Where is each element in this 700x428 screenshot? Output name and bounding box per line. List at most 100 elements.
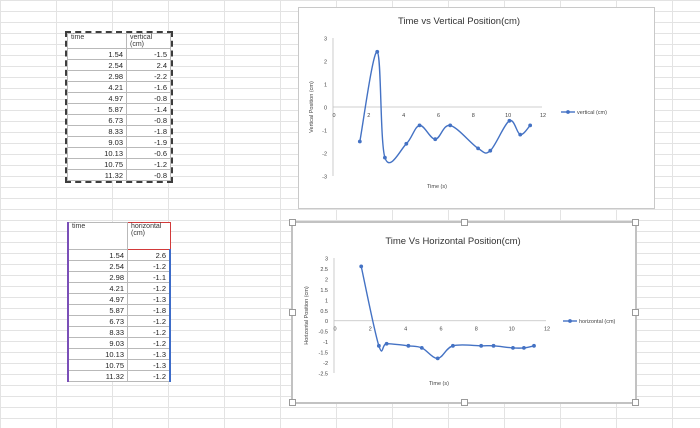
header-cell-time[interactable]: time	[67, 33, 127, 49]
x-tick-label: 2	[369, 327, 372, 333]
time-cell[interactable]: 2.54	[67, 260, 128, 272]
value-cell[interactable]: -1.2	[127, 370, 171, 382]
value-cell[interactable]: -1.3	[127, 293, 171, 305]
value-cell[interactable]: 2.6	[127, 249, 171, 261]
time-cell[interactable]: 1.54	[67, 48, 127, 60]
horizontal-data-table[interactable]: time horizontal (cm) 1.54 2.6 2.54 -1.2 2.98…	[67, 222, 171, 382]
vertical-chart-svg: Time vs Vertical Position(cm)3210-1-2-30…	[309, 16, 607, 190]
header-cell-vertical[interactable]: vertical (cm)	[126, 33, 171, 49]
time-cell[interactable]: 8.33	[67, 125, 127, 137]
data-point[interactable]	[433, 137, 438, 142]
header-cell-horizontal[interactable]: horizontal (cm)	[127, 222, 171, 250]
data-point[interactable]	[357, 139, 362, 144]
data-point[interactable]	[404, 141, 409, 146]
time-cell[interactable]: 1.54	[67, 249, 128, 261]
data-point[interactable]	[406, 343, 411, 348]
data-point[interactable]	[518, 132, 523, 137]
y-tick-label: -1.5	[319, 351, 328, 357]
value-cell[interactable]: -0.6	[126, 147, 171, 159]
resize-handle-top[interactable]	[461, 219, 468, 226]
x-tick-label: 12	[544, 327, 550, 333]
value-cell[interactable]: -1.8	[126, 125, 171, 137]
value-cell[interactable]: -2.2	[126, 70, 171, 82]
data-point[interactable]	[491, 343, 496, 348]
resize-handle-right[interactable]	[632, 309, 639, 316]
legend-label[interactable]: vertical (cm)	[577, 110, 607, 116]
data-point[interactable]	[376, 343, 381, 348]
resize-handle-top-left[interactable]	[289, 219, 296, 226]
value-cell[interactable]: -1.5	[126, 48, 171, 60]
time-cell[interactable]: 4.21	[67, 282, 128, 294]
time-cell[interactable]: 10.75	[67, 158, 127, 170]
vertical-data-table[interactable]: time vertical (cm) 1.54 -1.5 2.54 2.4 2.98 -2…	[65, 31, 173, 183]
data-point[interactable]	[435, 356, 440, 361]
data-point[interactable]	[448, 123, 453, 128]
time-cell[interactable]: 4.21	[67, 81, 127, 93]
data-point[interactable]	[384, 341, 389, 346]
value-cell[interactable]: -1.2	[127, 315, 171, 327]
value-cell[interactable]: 2.4	[126, 59, 171, 71]
data-point[interactable]	[528, 123, 533, 128]
header-cell-time[interactable]: time	[67, 222, 128, 250]
resize-handle-bottom-left[interactable]	[289, 399, 296, 406]
data-point[interactable]	[450, 343, 455, 348]
time-cell[interactable]: 5.87	[67, 103, 127, 115]
time-cell[interactable]: 4.97	[67, 293, 128, 305]
time-cell[interactable]: 10.13	[67, 147, 127, 159]
resize-handle-top-right[interactable]	[632, 219, 639, 226]
time-cell[interactable]: 9.03	[67, 337, 128, 349]
resize-handle-bottom[interactable]	[461, 399, 468, 406]
time-cell[interactable]: 2.98	[67, 271, 128, 283]
value-cell[interactable]: -1.2	[126, 158, 171, 170]
value-cell[interactable]: -1.3	[127, 348, 171, 360]
value-cell[interactable]: -1.8	[127, 304, 171, 316]
data-point[interactable]	[383, 155, 387, 160]
data-point[interactable]	[417, 123, 422, 128]
data-point[interactable]	[522, 346, 526, 350]
legend-marker	[566, 110, 570, 114]
data-point[interactable]	[507, 118, 512, 123]
value-cell[interactable]: -1.2	[127, 260, 171, 272]
value-cell[interactable]: -1.4	[126, 103, 171, 115]
data-point[interactable]	[511, 346, 515, 350]
value-cell[interactable]: -1.2	[127, 337, 171, 349]
time-cell[interactable]: 9.03	[67, 136, 127, 148]
x-tick-label: 6	[437, 113, 440, 119]
data-point[interactable]	[488, 148, 493, 153]
vertical-position-chart[interactable]: Time vs Vertical Position(cm) 3 2 1 0 -1 -2 -3 0…	[298, 7, 655, 209]
data-point[interactable]	[476, 146, 480, 151]
data-point[interactable]	[359, 264, 364, 269]
time-cell[interactable]: 11.32	[67, 370, 128, 382]
time-cell[interactable]: 4.97	[67, 92, 127, 104]
value-cell[interactable]: -0.8	[126, 114, 171, 126]
value-cell[interactable]: -1.3	[127, 359, 171, 371]
resize-handle-left[interactable]	[289, 309, 296, 316]
data-point[interactable]	[532, 343, 536, 348]
time-cell[interactable]: 2.54	[67, 59, 127, 71]
horizontal-position-chart[interactable]: Time Vs Horizontal Position(cm) 3 2.5 2 1.5 1…	[289, 219, 639, 406]
value-cell[interactable]: -1.2	[127, 282, 171, 294]
data-point[interactable]	[375, 49, 380, 54]
time-cell[interactable]: 10.13	[67, 348, 128, 360]
value-cell[interactable]: -0.8	[126, 169, 171, 181]
time-cell[interactable]: 5.87	[67, 304, 128, 316]
table-header-row: time horizontal (cm)	[67, 222, 171, 250]
time-cell[interactable]: 11.32	[67, 169, 127, 181]
value-cell[interactable]: -1.6	[126, 81, 171, 93]
data-point[interactable]	[419, 346, 424, 350]
y-tick-label: 1	[325, 298, 328, 304]
value-cell[interactable]: -1.1	[127, 271, 171, 283]
time-cell[interactable]: 8.33	[67, 326, 128, 338]
resize-handle-bottom-right[interactable]	[632, 399, 639, 406]
time-cell[interactable]: 10.75	[67, 359, 128, 371]
y-tick-label: 2	[325, 277, 328, 283]
value-cell[interactable]: -0.8	[126, 92, 171, 104]
time-cell[interactable]: 6.73	[67, 114, 127, 126]
time-cell[interactable]: 2.98	[67, 70, 127, 82]
value-cell[interactable]: -1.9	[126, 136, 171, 148]
value-cell[interactable]: -1.2	[127, 326, 171, 338]
legend-label[interactable]: horizontal (cm)	[579, 319, 616, 325]
data-point[interactable]	[479, 343, 484, 348]
time-cell[interactable]: 6.73	[67, 315, 128, 327]
x-tick-label: 0	[332, 113, 335, 119]
